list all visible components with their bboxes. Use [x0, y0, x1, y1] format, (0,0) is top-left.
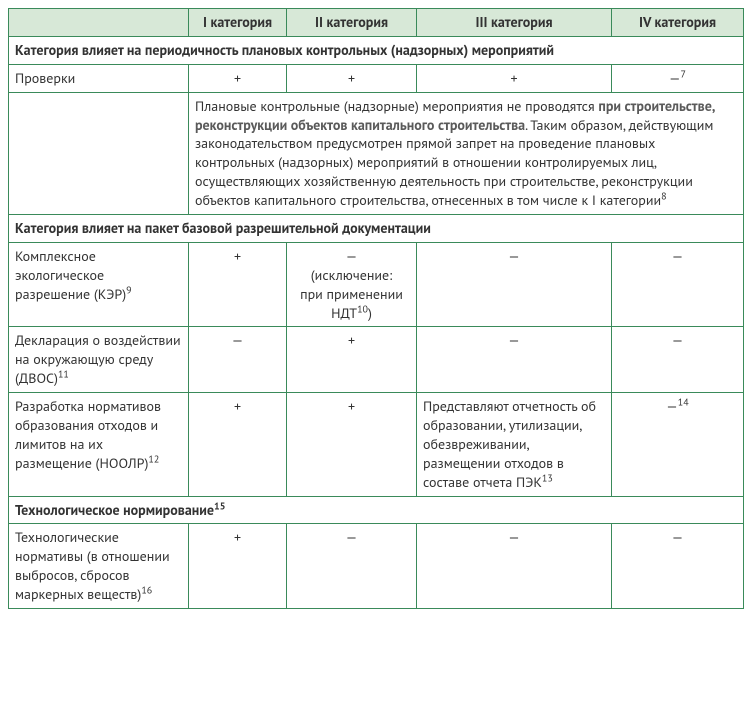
row-norms-label: Технологические нормативы (в отношении в… — [9, 524, 189, 609]
row-dvos-c1: — — [189, 327, 287, 393]
row-noolr-c4: —14 — [612, 393, 744, 496]
note-sup: 8 — [661, 189, 666, 202]
row-noolr-c4-sup: 14 — [678, 395, 689, 408]
header-row: I категория II категория III категория I… — [9, 9, 744, 37]
row-dvos-c3: — — [417, 327, 612, 393]
row-checks-c4-mark: — — [669, 69, 680, 87]
row-checks-c3: + — [417, 64, 612, 92]
row-checks: Проверки + + + —7 — [9, 64, 744, 92]
row-ker-c2-extra3-text: НДТ — [331, 304, 357, 322]
row-ker-c2-extra3-sup: 10 — [357, 302, 368, 315]
section-tech-title-sup: 15 — [214, 499, 225, 512]
row-checks-label: Проверки — [9, 64, 189, 92]
row-dvos: Декларация о воздействии на окружающую с… — [9, 327, 744, 393]
row-norms-c1: + — [189, 524, 287, 609]
row-dvos-c4: — — [612, 327, 744, 393]
row-checks-c2: + — [287, 64, 417, 92]
row-noolr-label: Разработка нормативов образования отходо… — [9, 393, 189, 496]
row-noolr-label-text: Разработка нормативов образования отходо… — [15, 397, 161, 472]
row-norms-label-sup: 16 — [141, 584, 152, 597]
header-cat4: IV категория — [612, 9, 744, 37]
row-ker-c3: — — [417, 242, 612, 327]
row-norms-c3: — — [417, 524, 612, 609]
row-ker-c1: + — [189, 242, 287, 327]
row-ker-label: Комплексное экологическое разрешение (КЭ… — [9, 242, 189, 327]
row-ker-c2-extra3-close: ) — [368, 304, 372, 322]
category-table: I категория II категория III категория I… — [8, 8, 744, 609]
row-ker-label-sup: 9 — [126, 283, 131, 296]
row-noolr-c4-mark: — — [666, 397, 677, 415]
row-noolr-c2: + — [287, 393, 417, 496]
note-empty-cell — [9, 92, 189, 214]
row-norms-c4: — — [612, 524, 744, 609]
note-part1: Плановые контрольные (надзорные) меропри… — [195, 97, 598, 115]
row-checks-c4-sup: 7 — [681, 67, 686, 80]
row-ker-c2: — (исключение: при применении НДТ10) — [287, 242, 417, 327]
row-norms: Технологические нормативы (в отношении в… — [9, 524, 744, 609]
row-ker-c2-extra1: (исключение: — [311, 266, 392, 284]
header-cat2: II категория — [287, 9, 417, 37]
row-noolr-c1: + — [189, 393, 287, 496]
row-noolr: Разработка нормативов образования отходо… — [9, 393, 744, 496]
row-noolr-c3-sup: 13 — [542, 471, 553, 484]
section-docs-title: Категория влияет на пакет базовой разреш… — [9, 215, 744, 243]
header-cat3: III категория — [417, 9, 612, 37]
row-noolr-c3: Представляют отчетность об образовании, … — [417, 393, 612, 496]
section-periodicity-title: Категория влияет на периодичность планов… — [9, 36, 744, 64]
row-ker-label-text: Комплексное экологическое разрешение (КЭ… — [15, 247, 126, 303]
row-dvos-c2: + — [287, 327, 417, 393]
note-cell: Плановые контрольные (надзорные) меропри… — [189, 92, 744, 214]
row-noolr-c3-text: Представляют отчетность об образовании, … — [423, 397, 596, 491]
header-cat1: I категория — [189, 9, 287, 37]
row-ker-c4: — — [612, 242, 744, 327]
section-tech-title: Технологическое нормирование15 — [9, 496, 744, 524]
row-ker: Комплексное экологическое разрешение (КЭ… — [9, 242, 744, 327]
row-dvos-label-sup: 11 — [58, 368, 69, 381]
row-ker-c2-extra2: при применении — [300, 285, 403, 303]
row-dvos-label-text: Декларация о воздействии на окружающую с… — [15, 331, 181, 387]
section-tech-title-text: Технологическое нормирование — [15, 501, 214, 519]
row-checks-c4: —7 — [612, 64, 744, 92]
row-noolr-label-sup: 12 — [148, 452, 159, 465]
row-checks-c1: + — [189, 64, 287, 92]
row-ker-c2-mark: — — [346, 247, 357, 265]
header-blank — [9, 9, 189, 37]
row-norms-c2: — — [287, 524, 417, 609]
row-periodicity-note: Плановые контрольные (надзорные) меропри… — [9, 92, 744, 214]
row-dvos-label: Декларация о воздействии на окружающую с… — [9, 327, 189, 393]
